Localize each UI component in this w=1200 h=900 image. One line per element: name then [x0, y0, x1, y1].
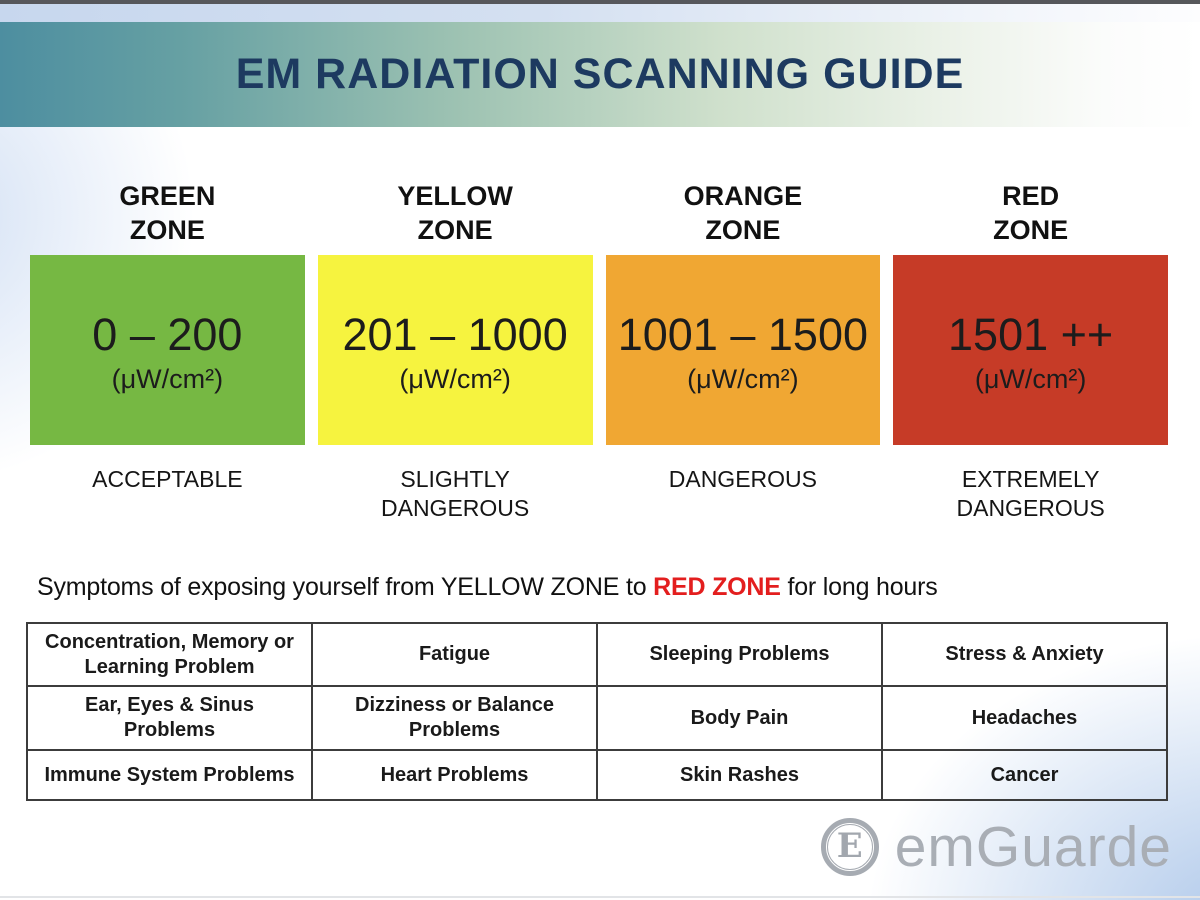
brand-logo: E emGuarde — [820, 814, 1172, 879]
table-cell: Concentration, Memory or Learning Proble… — [26, 622, 313, 687]
emguarde-wordmark: emGuarde — [894, 814, 1172, 879]
top-blue-strip — [0, 4, 1200, 22]
zone-title: ORANGE ZONE — [683, 181, 803, 245]
table-cell: Heart Problems — [311, 749, 598, 801]
table-cell: Dizziness or Balance Problems — [311, 685, 598, 751]
zone-range: 1501 ++ — [948, 309, 1114, 360]
table-row: Ear, Eyes & Sinus Problems Dizziness or … — [26, 685, 1168, 751]
table-cell: Skin Rashes — [596, 749, 883, 801]
zone-range-box: 1501 ++ (μW/cm²) — [893, 255, 1168, 445]
symptoms-table: Concentration, Memory or Learning Proble… — [26, 622, 1168, 801]
symptoms-heading-prefix: Symptoms of exposing yourself from YELLO… — [37, 573, 654, 601]
table-cell: Fatigue — [311, 622, 598, 687]
zone-range: 201 – 1000 — [342, 309, 568, 360]
zone-severity: SLIGHTLY DANGEROUS — [381, 466, 530, 521]
zone-range: 0 – 200 — [92, 309, 243, 360]
zone-range-box: 201 – 1000 (μW/cm²) — [317, 255, 593, 445]
zone-severity: EXTREMELY DANGEROUS — [956, 466, 1105, 521]
table-cell: Body Pain — [596, 685, 883, 751]
zone-column-orange: ORANGE ZONE 1001 – 1500 (μW/cm²) DANGERO… — [605, 179, 881, 523]
table-row: Immune System Problems Heart Problems Sk… — [26, 749, 1168, 801]
zone-unit: (μW/cm²) — [687, 364, 799, 394]
emblem-letter: E — [836, 826, 863, 866]
zone-severity: ACCEPTABLE — [92, 466, 243, 492]
zone-range: 1001 – 1500 — [617, 309, 868, 360]
table-cell: Stress & Anxiety — [881, 622, 1168, 687]
emguarde-emblem-icon: E — [820, 818, 879, 876]
zone-column-red: RED ZONE 1501 ++ (μW/cm²) EXTREMELY DANG… — [893, 179, 1168, 523]
zone-unit: (μW/cm²) — [974, 364, 1087, 394]
zone-unit: (μW/cm²) — [399, 364, 511, 394]
page-title: EM RADIATION SCANNING GUIDE — [235, 50, 965, 98]
table-cell: Cancer — [881, 749, 1168, 801]
header-banner: EM RADIATION SCANNING GUIDE — [0, 22, 1200, 127]
zone-guide: GREEN ZONE 0 – 200 (μW/cm²) ACCEPTABLE Y… — [30, 179, 1168, 523]
zone-column-yellow: YELLOW ZONE 201 – 1000 (μW/cm²) SLIGHTLY… — [317, 179, 593, 523]
zone-title: RED ZONE — [993, 181, 1069, 245]
zone-title: YELLOW ZONE — [397, 181, 513, 245]
zone-title: GREEN ZONE — [119, 181, 216, 245]
table-cell: Headaches — [881, 685, 1168, 751]
zone-range-box: 0 – 200 (μW/cm²) — [30, 255, 305, 445]
table-cell: Immune System Problems — [26, 749, 313, 801]
symptoms-heading-suffix: for long hours — [780, 573, 938, 601]
red-zone-highlight: RED ZONE — [653, 573, 781, 601]
symptoms-heading: Symptoms of exposing yourself from YELLO… — [37, 572, 938, 602]
zone-severity: DANGEROUS — [668, 466, 817, 492]
table-row: Concentration, Memory or Learning Proble… — [26, 622, 1168, 687]
zone-column-green: GREEN ZONE 0 – 200 (μW/cm²) ACCEPTABLE — [30, 179, 305, 523]
table-cell: Ear, Eyes & Sinus Problems — [26, 685, 313, 751]
top-edge-bar — [0, 0, 1200, 4]
zone-unit: (μW/cm²) — [111, 364, 224, 394]
zone-range-box: 1001 – 1500 (μW/cm²) — [605, 255, 881, 445]
table-cell: Sleeping Problems — [596, 622, 883, 687]
bottom-edge-line — [0, 896, 1200, 898]
